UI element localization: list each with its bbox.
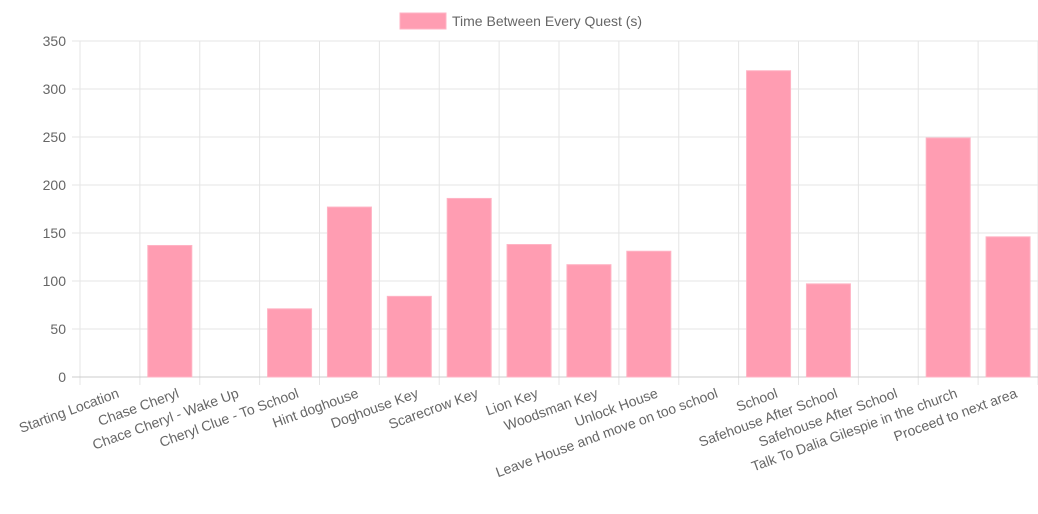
bar[interactable] (985, 236, 1031, 378)
bar[interactable] (147, 244, 193, 378)
bar[interactable] (267, 308, 313, 378)
bar[interactable] (506, 244, 552, 378)
y-tick-label: 0 (58, 369, 66, 385)
legend[interactable]: Time Between Every Quest (s) (399, 12, 642, 30)
bar[interactable] (566, 264, 612, 378)
bar[interactable] (326, 206, 372, 378)
legend-swatch (399, 12, 447, 30)
bars (147, 70, 1031, 378)
y-tick-label: 100 (43, 273, 67, 289)
y-axis: 0 50 100 150 200 250 300 350 (43, 33, 67, 385)
y-tick-label: 350 (43, 33, 67, 49)
bar[interactable] (925, 137, 971, 378)
y-tick-label: 250 (43, 129, 67, 145)
bar[interactable] (446, 197, 492, 378)
y-tick-label: 200 (43, 177, 67, 193)
y-tick-label: 150 (43, 225, 67, 241)
legend-label: Time Between Every Quest (s) (452, 13, 642, 29)
y-tick-label: 300 (43, 81, 67, 97)
bar[interactable] (746, 70, 792, 378)
grid (72, 40, 1038, 385)
bar[interactable] (386, 295, 432, 378)
bar[interactable] (626, 250, 672, 378)
y-tick-label: 50 (50, 321, 66, 337)
bar[interactable] (805, 283, 851, 378)
